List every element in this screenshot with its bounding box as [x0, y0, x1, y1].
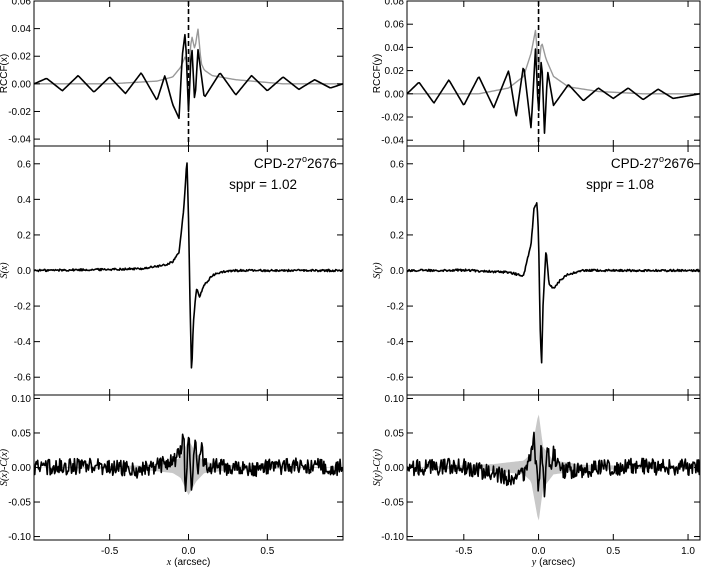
sppr-label: sppr = 1.08 — [586, 177, 654, 192]
y-tick-label: 0.2 — [390, 230, 404, 241]
y-tick-label: 0.6 — [390, 159, 404, 170]
star-name-label: CPD-27o2676 — [611, 154, 694, 171]
y-tick-label: 0.05 — [385, 428, 405, 439]
y-tick-label: 0.00 — [385, 463, 405, 474]
star-name-sup: o — [302, 154, 307, 164]
panel-frame — [406, 0, 701, 147]
plot-area — [407, 414, 700, 521]
plot-area — [407, 202, 700, 364]
panel-right-bottom: -0.10 -0.05 0.00 0.05 0.10 -0.5 0.0 0.5 1.0 S(y)-… — [372, 394, 701, 567]
star-name-sup: o — [659, 154, 664, 164]
star-name-suffix: 2676 — [664, 156, 694, 171]
y-axis-label: RCCF(x) — [0, 54, 10, 93]
y-tick-label: 0.00 — [12, 79, 32, 90]
panel-right-top: -0.04 -0.02 0.00 0.02 0.04 0.06 0.08 RCCF(y) — [372, 0, 701, 147]
y-tick-label: -0.02 — [8, 107, 31, 118]
x-axis-unit: (arcsec) — [174, 557, 210, 567]
y-tick-label: 0.0 — [17, 266, 31, 277]
panel-left-bottom: -0.10 -0.05 0.00 0.05 0.10 -0.5 0.0 0.5 S(x)-C(x… — [0, 394, 344, 567]
y-tick-label: 0.10 — [385, 394, 405, 405]
y-tick-label: -0.4 — [387, 337, 405, 348]
star-name-suffix: 2676 — [307, 156, 337, 171]
series-gray-band — [407, 414, 700, 521]
x-axis-label: y (arcsec) — [531, 557, 576, 567]
plot-area — [34, 28, 343, 120]
star-name-label: CPD-27o2676 — [254, 154, 337, 171]
y-tick-label: -0.05 — [381, 498, 404, 509]
star-name-prefix: CPD-27 — [254, 156, 302, 171]
y-axis-label: S(y)-C(y) — [372, 448, 383, 486]
x-axis-var: y — [531, 557, 537, 567]
y-tick-label: 0.4 — [17, 195, 31, 206]
y-tick-label: -0.05 — [8, 498, 31, 509]
series-black — [34, 33, 343, 120]
series-gray-band — [34, 439, 343, 496]
plot-area — [34, 433, 343, 496]
y-tick-label: 0.0 — [390, 266, 404, 277]
y-tick-label: 0.10 — [12, 394, 32, 405]
y-tick-label: 0.05 — [12, 428, 32, 439]
y-tick-label: -0.10 — [8, 532, 31, 543]
star-name-prefix: CPD-27 — [611, 156, 659, 171]
y-tick-label: 0.02 — [12, 52, 32, 63]
y-tick-label: -0.04 — [381, 136, 404, 147]
y-tick-label: 0.4 — [390, 195, 404, 206]
plot-area — [407, 29, 700, 134]
y-axis-label: S(x) — [0, 262, 10, 279]
y-tick-label: 0.04 — [385, 43, 405, 54]
panel-left-middle: -0.6 -0.4 -0.2 0.0 0.2 0.4 0.6 S(x) CPD-27o2676 s… — [0, 145, 344, 396]
y-tick-label: -0.4 — [14, 337, 32, 348]
y-tick-label: -0.04 — [8, 135, 31, 146]
series-black — [407, 48, 700, 134]
sppr-label: sppr = 1.02 — [229, 177, 297, 192]
y-axis-label: RCCF(y) — [372, 54, 383, 93]
series-black — [34, 162, 343, 369]
y-tick-label: 0.6 — [17, 159, 31, 170]
x-tick-label: 0.5 — [606, 546, 620, 557]
x-tick-label: 0.0 — [182, 546, 196, 557]
x-tick-label: 0.0 — [532, 546, 546, 557]
x-axis-unit: (arcsec) — [539, 557, 575, 567]
x-tick-label: -0.5 — [455, 546, 473, 557]
y-tick-label: 0.02 — [385, 66, 405, 77]
y-tick-label: 0.00 — [12, 463, 32, 474]
y-axis-label: S(y) — [372, 262, 383, 279]
y-tick-label: -0.10 — [381, 532, 404, 543]
plot-area — [34, 162, 343, 369]
x-tick-label: 0.5 — [260, 546, 274, 557]
x-tick-label: -0.5 — [101, 546, 119, 557]
y-tick-label: 0.04 — [12, 24, 32, 35]
x-axis-label: x (arcsec) — [166, 557, 211, 567]
series-black — [407, 431, 700, 498]
x-tick-label: 1.0 — [681, 546, 695, 557]
panel-right-middle: -0.6 -0.4 -0.2 0.0 0.2 0.4 0.6 S(y) CPD-27o2676 s… — [372, 145, 701, 396]
y-tick-label: 0.08 — [385, 0, 405, 8]
x-axis-var: x — [166, 557, 172, 567]
y-tick-label: 0.2 — [17, 230, 31, 241]
y-tick-label: 0.06 — [12, 0, 32, 8]
y-tick-label: -0.02 — [381, 113, 404, 124]
y-tick-label: 0.06 — [385, 20, 405, 31]
series-black — [34, 433, 343, 493]
y-tick-label: -0.2 — [14, 302, 32, 313]
y-tick-label: 0.00 — [385, 89, 405, 100]
y-tick-label: -0.2 — [387, 302, 405, 313]
y-tick-label: -0.6 — [14, 373, 32, 384]
panel-left-top: -0.04 -0.02 0.00 0.02 0.04 0.06 RCCF(x) — [0, 0, 344, 147]
y-axis-label: S(x)-C(x) — [0, 448, 10, 486]
y-tick-label: -0.6 — [387, 373, 405, 384]
series-black — [407, 202, 700, 364]
